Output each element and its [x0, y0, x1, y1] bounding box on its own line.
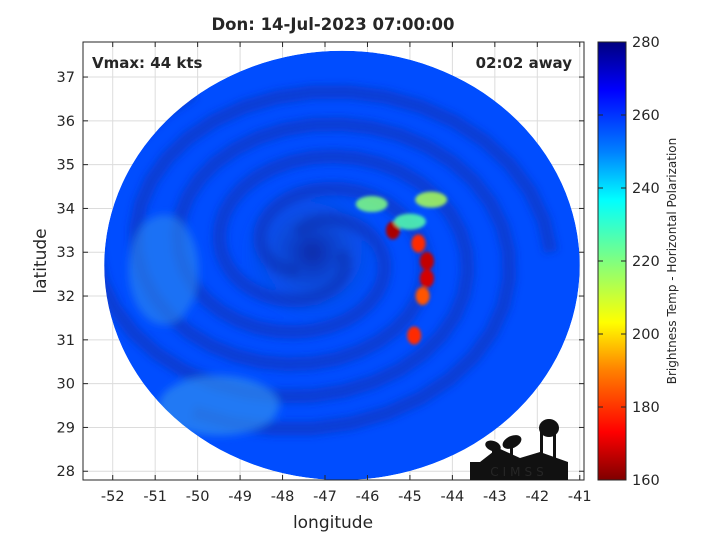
x-tick-label: -48 [271, 489, 295, 505]
y-tick-label: 35 [57, 158, 75, 174]
colorbar-tick-label: 160 [632, 473, 660, 489]
colorbar-tick-label: 280 [632, 35, 660, 51]
y-tick-label: 34 [57, 201, 75, 217]
swath-texture [104, 84, 558, 436]
y-tick-label: 30 [57, 377, 75, 393]
x-axis: -52 -51 -50 -49 -48 -47 -46 -45 -44 -43 -42 -41 [101, 42, 592, 505]
rainband-cell [411, 234, 426, 253]
lighter-region [158, 375, 279, 436]
rainband-cell [355, 196, 388, 213]
y-axis: 28 29 30 31 32 33 34 35 36 37 [57, 70, 584, 480]
y-tick-label: 29 [57, 420, 75, 436]
colorbar-ticks: 160 180 200 220 240 260 280 [598, 35, 660, 489]
x-tick-label: -47 [313, 489, 337, 505]
rainband-cell [415, 191, 448, 208]
y-axis-label: latitude [31, 228, 51, 293]
rainband [355, 191, 448, 345]
y-tick-label: 36 [57, 114, 75, 130]
rainband-cell [419, 252, 434, 270]
x-tick-label: -51 [143, 489, 167, 505]
colorbar-tick-label: 200 [632, 327, 660, 343]
x-tick-label: -52 [101, 489, 125, 505]
spiral-band [129, 84, 558, 372]
y-tick-label: 31 [57, 333, 75, 349]
rainband-cell [407, 326, 422, 345]
x-tick-label: -44 [441, 489, 465, 505]
x-tick-label: -43 [483, 489, 507, 505]
x-tick-label: -42 [525, 489, 549, 505]
lighter-region [128, 214, 199, 325]
y-tick-label: 32 [57, 289, 75, 305]
swath-group [104, 50, 580, 480]
time-away-label: 02:02 away [476, 54, 573, 72]
cimss-logo: CIMSS [470, 419, 568, 480]
chart-title: Don: 14-Jul-2023 07:00:00 [211, 15, 454, 34]
colorbar-label: Brightness Temp - Horizontal Polarizatio… [665, 138, 679, 385]
x-tick-label: -45 [398, 489, 422, 505]
rainband-cell [393, 213, 426, 230]
logo-text: CIMSS [490, 465, 548, 479]
logo-banner [470, 462, 568, 480]
y-tick-label: 28 [57, 464, 75, 480]
x-tick-label: -46 [356, 489, 380, 505]
rainband-cell [419, 269, 434, 288]
colorbar-tick-label: 180 [632, 400, 660, 416]
spiral-band [104, 86, 475, 404]
vmax-label: Vmax: 44 kts [92, 54, 202, 72]
x-tick-label: -41 [568, 489, 592, 505]
rainband-cell [415, 287, 430, 306]
x-tick-label: -50 [186, 489, 210, 505]
plot-border [82, 41, 585, 481]
colorbar-tick-label: 260 [632, 108, 660, 124]
colorbar-tick-label: 240 [632, 181, 660, 197]
colorbar-tick-label: 220 [632, 254, 660, 270]
y-tick-label: 33 [57, 245, 75, 261]
logo-dishes-icon [480, 419, 568, 462]
y-tick-label: 37 [57, 70, 75, 86]
x-tick-label: -49 [228, 489, 252, 505]
x-axis-label: longitude [293, 513, 373, 533]
